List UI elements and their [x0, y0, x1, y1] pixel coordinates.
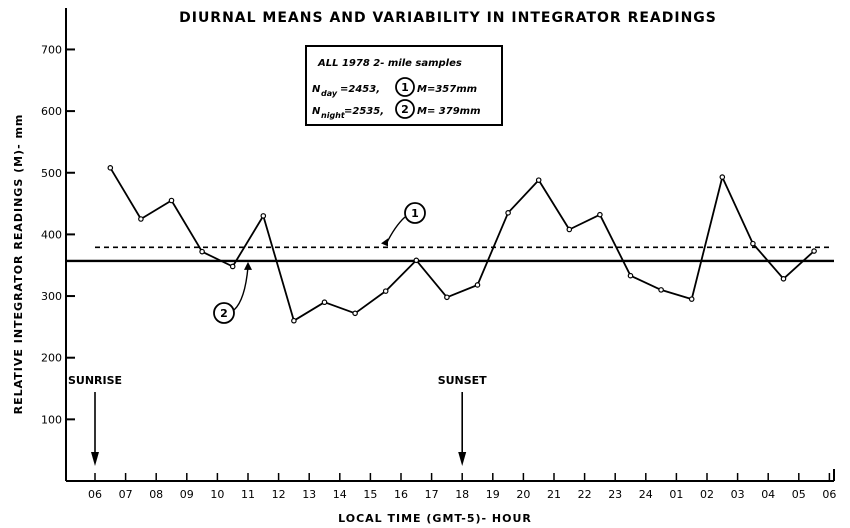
annotation-arrow-head: [91, 452, 99, 466]
data-point: [780, 275, 787, 282]
y-tick-label: 600: [41, 105, 62, 118]
data-point: [719, 174, 726, 180]
legend-circle-2-label: 2: [401, 103, 409, 116]
legend-circle-1: [395, 77, 415, 97]
data-point: [444, 294, 450, 301]
x-tick-label: 17: [425, 488, 439, 501]
annotation-label: SUNRISE: [68, 374, 122, 387]
data-point: [321, 299, 328, 306]
data-point: [658, 287, 664, 293]
data-point: [627, 272, 634, 279]
x-tick-label: 18: [455, 488, 469, 501]
chart-title: DIURNAL MEANS AND VARIABILITY IN INTEGRA…: [179, 10, 717, 26]
annotation-arrow-head: [458, 452, 467, 466]
legend-circle-1-label: 1: [401, 81, 409, 94]
data-point: [505, 210, 511, 216]
data-point: [382, 288, 389, 294]
legend-m-day: M=357mm: [417, 84, 477, 95]
x-tick-label: 06: [88, 488, 102, 501]
legend-eq-night: =2535,: [344, 106, 384, 117]
x-tick-label: 05: [792, 488, 806, 501]
data-point: [138, 216, 144, 222]
data-point: [199, 248, 205, 255]
x-tick-label: 04: [761, 488, 775, 501]
x-tick-label: 21: [547, 488, 561, 501]
x-tick-label: 07: [119, 488, 133, 501]
mean-label-circle-1: [404, 202, 426, 224]
data-point: [597, 211, 603, 218]
x-tick-label: 22: [578, 488, 592, 501]
data-point: [229, 263, 236, 270]
data-point: [566, 226, 573, 233]
x-tick-label: 15: [363, 488, 377, 501]
data-point: [535, 177, 542, 183]
x-tick-label: 06: [822, 488, 836, 501]
legend-sub-night: night: [321, 111, 346, 120]
x-tick-label: 12: [272, 488, 286, 501]
legend-row-night: N night =2535, 2 M= 379mm: [312, 99, 481, 120]
mean-label-circle-2: [213, 302, 235, 324]
x-tick-label: 16: [394, 488, 408, 501]
annotations: SUNRISE SUNSET: [68, 374, 487, 466]
series-line: [109, 167, 815, 322]
data-point: [688, 296, 695, 302]
x-tick-label: 01: [669, 488, 683, 501]
data-point: [474, 282, 481, 288]
x-tick-label: 02: [700, 488, 714, 501]
legend-n-night: N: [312, 106, 321, 117]
y-tick-label: 100: [41, 413, 62, 426]
y-tick-label: 300: [41, 290, 62, 303]
x-axis-label: LOCAL TIME (GMT-5)- HOUR: [338, 512, 532, 525]
legend-frame: [305, 45, 503, 126]
mean-pointer-2-head: [244, 261, 252, 270]
x-tick-label: 08: [149, 488, 163, 501]
data-point: [260, 213, 267, 219]
x-tick-label: 20: [516, 488, 530, 501]
y-tick-label: 400: [41, 228, 62, 241]
x-tick-label: 11: [241, 488, 255, 501]
annotation-label: SUNSET: [438, 374, 487, 387]
legend-box: ALL 1978 2- mile samples N day =2453, 1 …: [305, 45, 503, 126]
x-tick-label: 09: [180, 488, 194, 501]
x-tick-label: 24: [639, 488, 653, 501]
legend-circle-2: [395, 99, 415, 119]
x-tick-label: 14: [333, 488, 347, 501]
data-point: [811, 248, 817, 254]
mean-pointer-1-head: [381, 238, 388, 247]
x-tick-label: 23: [608, 488, 622, 501]
mean-label-1: 1: [411, 207, 419, 220]
data-point: [291, 317, 297, 324]
series: [107, 165, 817, 324]
data-point: [107, 165, 114, 171]
legend-sub-day: day: [321, 89, 338, 98]
data-point: [750, 240, 756, 247]
mean-label-2: 2: [220, 307, 228, 320]
legend-header: ALL 1978 2- mile samples: [317, 58, 462, 69]
legend-n-day: N: [312, 84, 321, 95]
legend-m-night: M= 379mm: [417, 106, 481, 117]
y-tick-label: 500: [41, 167, 62, 180]
data-point: [168, 197, 175, 204]
data-point: [413, 257, 420, 264]
x-tick-label: 19: [486, 488, 500, 501]
mean-pointer-1: [385, 216, 406, 245]
legend-eq-day: =2453,: [340, 84, 380, 95]
x-tick-label: 13: [302, 488, 316, 501]
x-tick-label: 10: [210, 488, 224, 501]
data-point: [352, 310, 358, 317]
y-axis-label: RELATIVE INTEGRATOR READINGS (M)- mm: [12, 114, 25, 415]
y-tick-label: 700: [41, 43, 62, 56]
mean-lines: 12: [66, 202, 834, 324]
x-tick-label: 03: [731, 488, 745, 501]
mean-pointer-2: [233, 266, 249, 311]
legend-row-day: N day =2453, 1 M=357mm: [312, 77, 477, 98]
y-tick-label: 200: [41, 352, 62, 365]
